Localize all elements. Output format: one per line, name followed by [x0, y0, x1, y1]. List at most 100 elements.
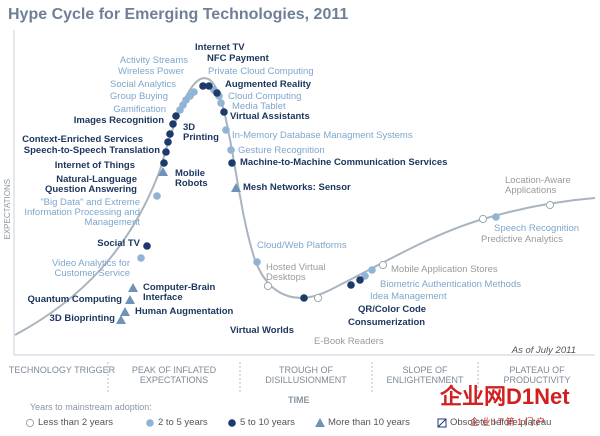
technology-label: Gamification: [113, 104, 166, 115]
technology-label: Human Augmentation: [135, 306, 234, 317]
marker: [172, 112, 180, 120]
marker: [222, 126, 230, 134]
marker: [228, 159, 236, 167]
technology-label: In-Memory Database Managment Systems: [232, 130, 413, 141]
marker: [146, 419, 154, 427]
technology-label: Gesture Recognition: [238, 145, 325, 156]
technology-label: Cloud/Web Platforms: [257, 240, 347, 251]
marker: [143, 242, 151, 250]
technology-label: Virtual Worlds: [229, 325, 294, 336]
marker: [378, 260, 388, 270]
marker: [176, 106, 184, 114]
marker: [153, 192, 161, 200]
technology-label: Quantum Computing: [27, 294, 122, 305]
technology-label: Mobile Robots: [175, 168, 208, 189]
technology-label: Speech Recognition: [494, 223, 580, 234]
marker: [492, 213, 500, 221]
technology-label: Wireless Power: [118, 66, 184, 77]
phase-separators: [107, 362, 479, 392]
technology-label: 3D Bioprinting: [49, 313, 115, 324]
watermark-brand: 企业网D1Net: [440, 384, 570, 409]
technology-label: Predictive Analytics: [481, 234, 563, 245]
title: Hype Cycle for Emerging Technologies, 20…: [8, 6, 349, 23]
technology-label: Internet TV: [195, 42, 245, 53]
marker: [300, 294, 308, 302]
technology-label: Internet of Things: [54, 160, 135, 171]
marker: [125, 295, 135, 304]
marker: [137, 254, 145, 262]
marker: [205, 82, 213, 90]
technology-label: Machine-to-Machine Communication Service…: [240, 157, 448, 168]
technology-label: Location-Aware Applications: [505, 175, 571, 196]
phase-label: SLOPE OF ENLIGHTENMENT: [386, 365, 464, 385]
legend-label: Obsolete before plateau: [450, 417, 552, 428]
technology-label: Context-Enriched Services: [22, 134, 143, 145]
marker-cross: [437, 418, 447, 428]
marker: [356, 276, 364, 284]
legend-label: 5 to 10 years: [240, 417, 295, 428]
marker: [169, 120, 177, 128]
marker: [164, 138, 172, 146]
legend-title: Years to mainstream adoption:: [30, 402, 152, 412]
marker: [162, 148, 170, 156]
technology-label: Cloud Computing: [228, 91, 302, 102]
hype-curve: [14, 77, 596, 336]
marker: [228, 419, 236, 427]
marker: [199, 82, 207, 90]
date-note: As of July 2011: [511, 345, 576, 356]
phase-label: PEAK OF INFLATED EXPECTATIONS: [131, 365, 217, 385]
technology-label: Natural-Language Question Answering: [44, 174, 137, 195]
technology-label: Augmented Reality: [225, 79, 312, 90]
marker: [253, 258, 261, 266]
technology-label: QR/Color Code: [358, 304, 427, 315]
technology-label: Images Recognition: [73, 115, 164, 126]
watermark-tagline: 企 业 I T 第 1 门 户: [470, 417, 546, 427]
marker: [116, 315, 126, 324]
technology-label: NFC Payment: [207, 53, 269, 64]
technology-label: Mesh Networks: Sensor: [243, 182, 351, 193]
technology-label: Media Tablet: [232, 101, 286, 112]
phase-label: TROUGH OF DISILLUSIONMENT: [265, 365, 347, 385]
technology-label: Private Cloud Computing: [208, 66, 314, 77]
marker: [213, 89, 221, 97]
technology-label: Speech-to-Speech Translation: [23, 145, 160, 156]
marker: [368, 266, 376, 274]
marker: [166, 130, 174, 138]
marker: [478, 214, 488, 224]
legend-label: Less than 2 years: [38, 417, 113, 428]
y-axis-label: EXPECTATIONS: [3, 178, 13, 240]
marker: [120, 307, 130, 316]
marker: [128, 283, 138, 292]
marker: [158, 167, 168, 176]
phase-label: TECHNOLOGY TRIGGER: [8, 365, 116, 375]
technology-label: Mobile Application Stores: [391, 264, 498, 275]
marker: [313, 293, 323, 303]
marker: [220, 108, 228, 116]
technology-label: Idea Management: [370, 291, 447, 302]
technology-label: Computer-Brain Interface: [143, 282, 216, 303]
legend-label: 2 to 5 years: [158, 417, 208, 428]
marker: [25, 418, 35, 428]
technology-label: Group Buying: [109, 91, 168, 102]
legend-label: More than 10 years: [328, 417, 410, 428]
marker: [160, 159, 168, 167]
phase-label: PLATEAU OF PRODUCTIVITY: [503, 365, 571, 385]
technology-label: Social Analytics: [109, 79, 176, 90]
technology-label: Social TV: [97, 238, 140, 249]
marker: [263, 281, 273, 291]
technology-label: Biometric Authentication Methods: [380, 279, 521, 290]
technology-label: Hosted Virtual Desktops: [266, 262, 326, 283]
marker: [227, 146, 235, 154]
technology-label: 3D Printing: [183, 122, 219, 143]
technology-label: Activity Streams: [119, 55, 188, 66]
technology-label: Consumerization: [348, 317, 426, 328]
technology-label: "Big Data" and Extreme Information Proce…: [24, 197, 140, 228]
marker: [217, 99, 225, 107]
marker: [315, 418, 325, 427]
marker: [347, 281, 355, 289]
x-axis-label: TIME: [288, 395, 310, 405]
technology-label: E-Book Readers: [314, 336, 384, 347]
marker: [545, 200, 555, 210]
